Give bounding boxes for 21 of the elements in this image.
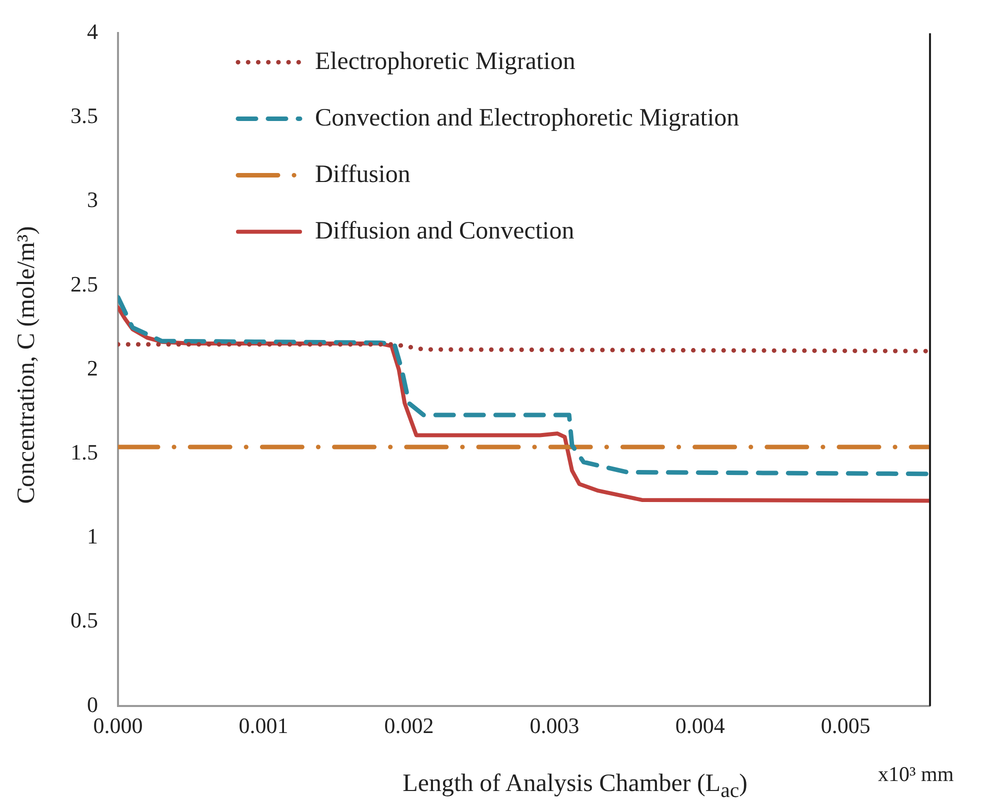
x-tick-label: 0.003 [530,712,580,738]
x-tick-label: 0.001 [238,712,288,738]
y-tick-label: 1.5 [70,439,98,464]
legend-label: Diffusion and Convection [315,217,575,244]
y-tick-label: 0.5 [70,608,98,633]
legend-label: Diffusion [315,160,411,188]
y-tick-label: 4 [87,18,98,44]
y-axis-title: Concentration, C (mole/m³) [13,226,41,504]
x-tick-label: 0.002 [384,712,434,738]
y-tick-label: 2 [87,355,98,380]
text: x10³ mm [878,762,954,787]
x-tick-label: 0.004 [675,712,725,738]
y-tick-label: 3 [87,187,98,212]
y-tick-label: 3.5 [70,103,98,128]
x-axis-title: Length of Analysis Chamber (L$_{ac}$) [402,770,748,803]
line-series [118,295,930,476]
y-tick-label: 2.5 [70,271,98,296]
legend-label: Electrophoretic Migration [315,48,576,75]
y-tick-label: 1 [87,524,98,549]
x-tick-label: 0.005 [820,712,870,738]
legend-label: Convection and Electrophoretic Migration [315,104,740,132]
